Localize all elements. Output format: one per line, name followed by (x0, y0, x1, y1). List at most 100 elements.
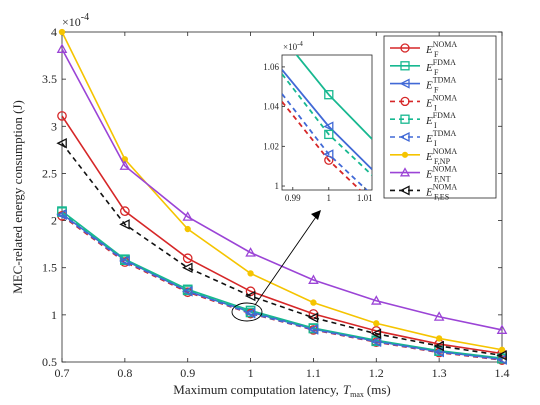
inset-y-tick-label: 1 (275, 181, 280, 191)
data-point (119, 255, 130, 267)
data-point (182, 211, 194, 221)
inset-zoom-plot: 0.99 1 1.01 1 1.02 1.04 1.06 ×10-4 (263, 40, 373, 203)
data-point (433, 340, 444, 352)
data-point (247, 270, 254, 277)
legend-label: ETDMA I (425, 129, 457, 148)
data-point (370, 295, 382, 305)
series-6 (58, 28, 506, 353)
inset-series-line (282, 73, 372, 176)
legend-label: ENOMA F,NT (425, 165, 457, 184)
legend-item: EFDMA F (390, 58, 456, 77)
legend-box (383, 35, 497, 199)
data-point (184, 225, 191, 233)
inset-x-tick-label: 0.99 (285, 193, 301, 203)
zoom-arrow (254, 213, 319, 306)
data-point (58, 28, 66, 36)
legend-item: ENOMA F,ES (390, 182, 457, 201)
inset-y-tick-label: 1.04 (263, 102, 279, 112)
data-point (308, 274, 319, 284)
legend-item: ENOMA I (390, 93, 457, 112)
legend-label: ETDMA F (425, 76, 457, 95)
data-point (496, 350, 507, 361)
data-point (119, 160, 131, 170)
zoom-arrow-head (311, 210, 321, 220)
data-point (57, 111, 67, 121)
legend-item: ENOMA F,NP (390, 147, 457, 166)
legend-label: EFDMA I (425, 111, 456, 130)
y-tick-label: 3 (51, 119, 57, 133)
y-tick-label: 4 (51, 25, 57, 39)
series-8 (56, 138, 507, 361)
inset-x-tick-label: 1.01 (357, 193, 373, 203)
legend-label: ENOMA I (425, 93, 457, 112)
y-tick-label: 2 (51, 214, 57, 228)
inset-y-multiplier: ×10-4 (283, 40, 303, 52)
x-tick-label: 0.9 (180, 366, 195, 380)
data-point (307, 324, 319, 335)
legend-item: ENOMA F (390, 40, 457, 59)
inset-x-tick-label: 1 (327, 193, 332, 203)
x-tick-label: 1.1 (306, 366, 321, 380)
inset-series-4 (282, 73, 372, 176)
legend-marker (401, 151, 409, 158)
x-tick-label: 1.4 (495, 366, 510, 380)
legend-marker (399, 131, 410, 143)
y-axis-label: MEC-related energy consumption (J) (10, 100, 25, 294)
legend-marker (399, 167, 411, 177)
y-tick-label: 1 (51, 308, 57, 322)
legend-marker (400, 96, 410, 107)
data-point (310, 299, 317, 306)
legend-label: ENOMA F,NP (425, 147, 457, 166)
legend-marker (400, 61, 410, 71)
inset-series-1 (295, 55, 372, 140)
series-layer (56, 28, 508, 365)
inset-plot-area (281, 54, 373, 191)
series-line (61, 115, 503, 355)
data-point (182, 262, 193, 273)
data-point (56, 209, 67, 221)
data-point (435, 335, 443, 342)
inset-data-point (324, 129, 334, 140)
inset-series-line (282, 93, 369, 190)
data-point (245, 247, 256, 257)
inset-data-point (323, 149, 334, 160)
data-point (433, 346, 444, 358)
legend-marker (399, 78, 410, 89)
legend-marker (399, 185, 410, 196)
legend-label: ENOMA F (425, 40, 457, 59)
x-tick-label: 1.3 (432, 366, 447, 380)
inset-series-2 (282, 69, 372, 170)
data-point (433, 311, 445, 321)
y-axis-ticks: 0.5 1 1.5 2 2.5 3 3.5 4 (42, 25, 502, 369)
inset-y-tick-label: 1.06 (263, 62, 279, 72)
data-point (182, 253, 193, 264)
y-multiplier: ×10-4 (62, 12, 89, 29)
data-point (496, 324, 508, 334)
legend-marker (400, 114, 410, 124)
legend-item: ENOMA F,NT (390, 165, 457, 184)
data-point (56, 43, 68, 53)
data-point (307, 312, 319, 323)
data-point (56, 138, 67, 149)
x-tick-label: 1 (248, 366, 254, 380)
inset-series-line (282, 101, 362, 190)
x-tick-label: 0.8 (117, 366, 132, 380)
data-point (119, 219, 130, 230)
series-line (61, 142, 503, 357)
series-line (61, 214, 503, 361)
x-tick-label: 0.7 (55, 366, 70, 380)
inset-data-point (323, 121, 334, 132)
data-point (244, 290, 256, 302)
inset-series-layer (282, 55, 372, 190)
inset-data-point (324, 90, 334, 100)
inset-series-line (282, 69, 372, 170)
x-axis-ticks: 0.7 0.8 0.9 1 1.1 1.2 1.3 1.4 (55, 32, 510, 380)
legend-label: ENOMA F,ES (425, 182, 457, 201)
data-point (120, 206, 130, 216)
series-0 (57, 111, 507, 359)
data-point (498, 346, 506, 353)
series-line (61, 211, 503, 360)
legend-label: EFDMA F (425, 58, 456, 77)
